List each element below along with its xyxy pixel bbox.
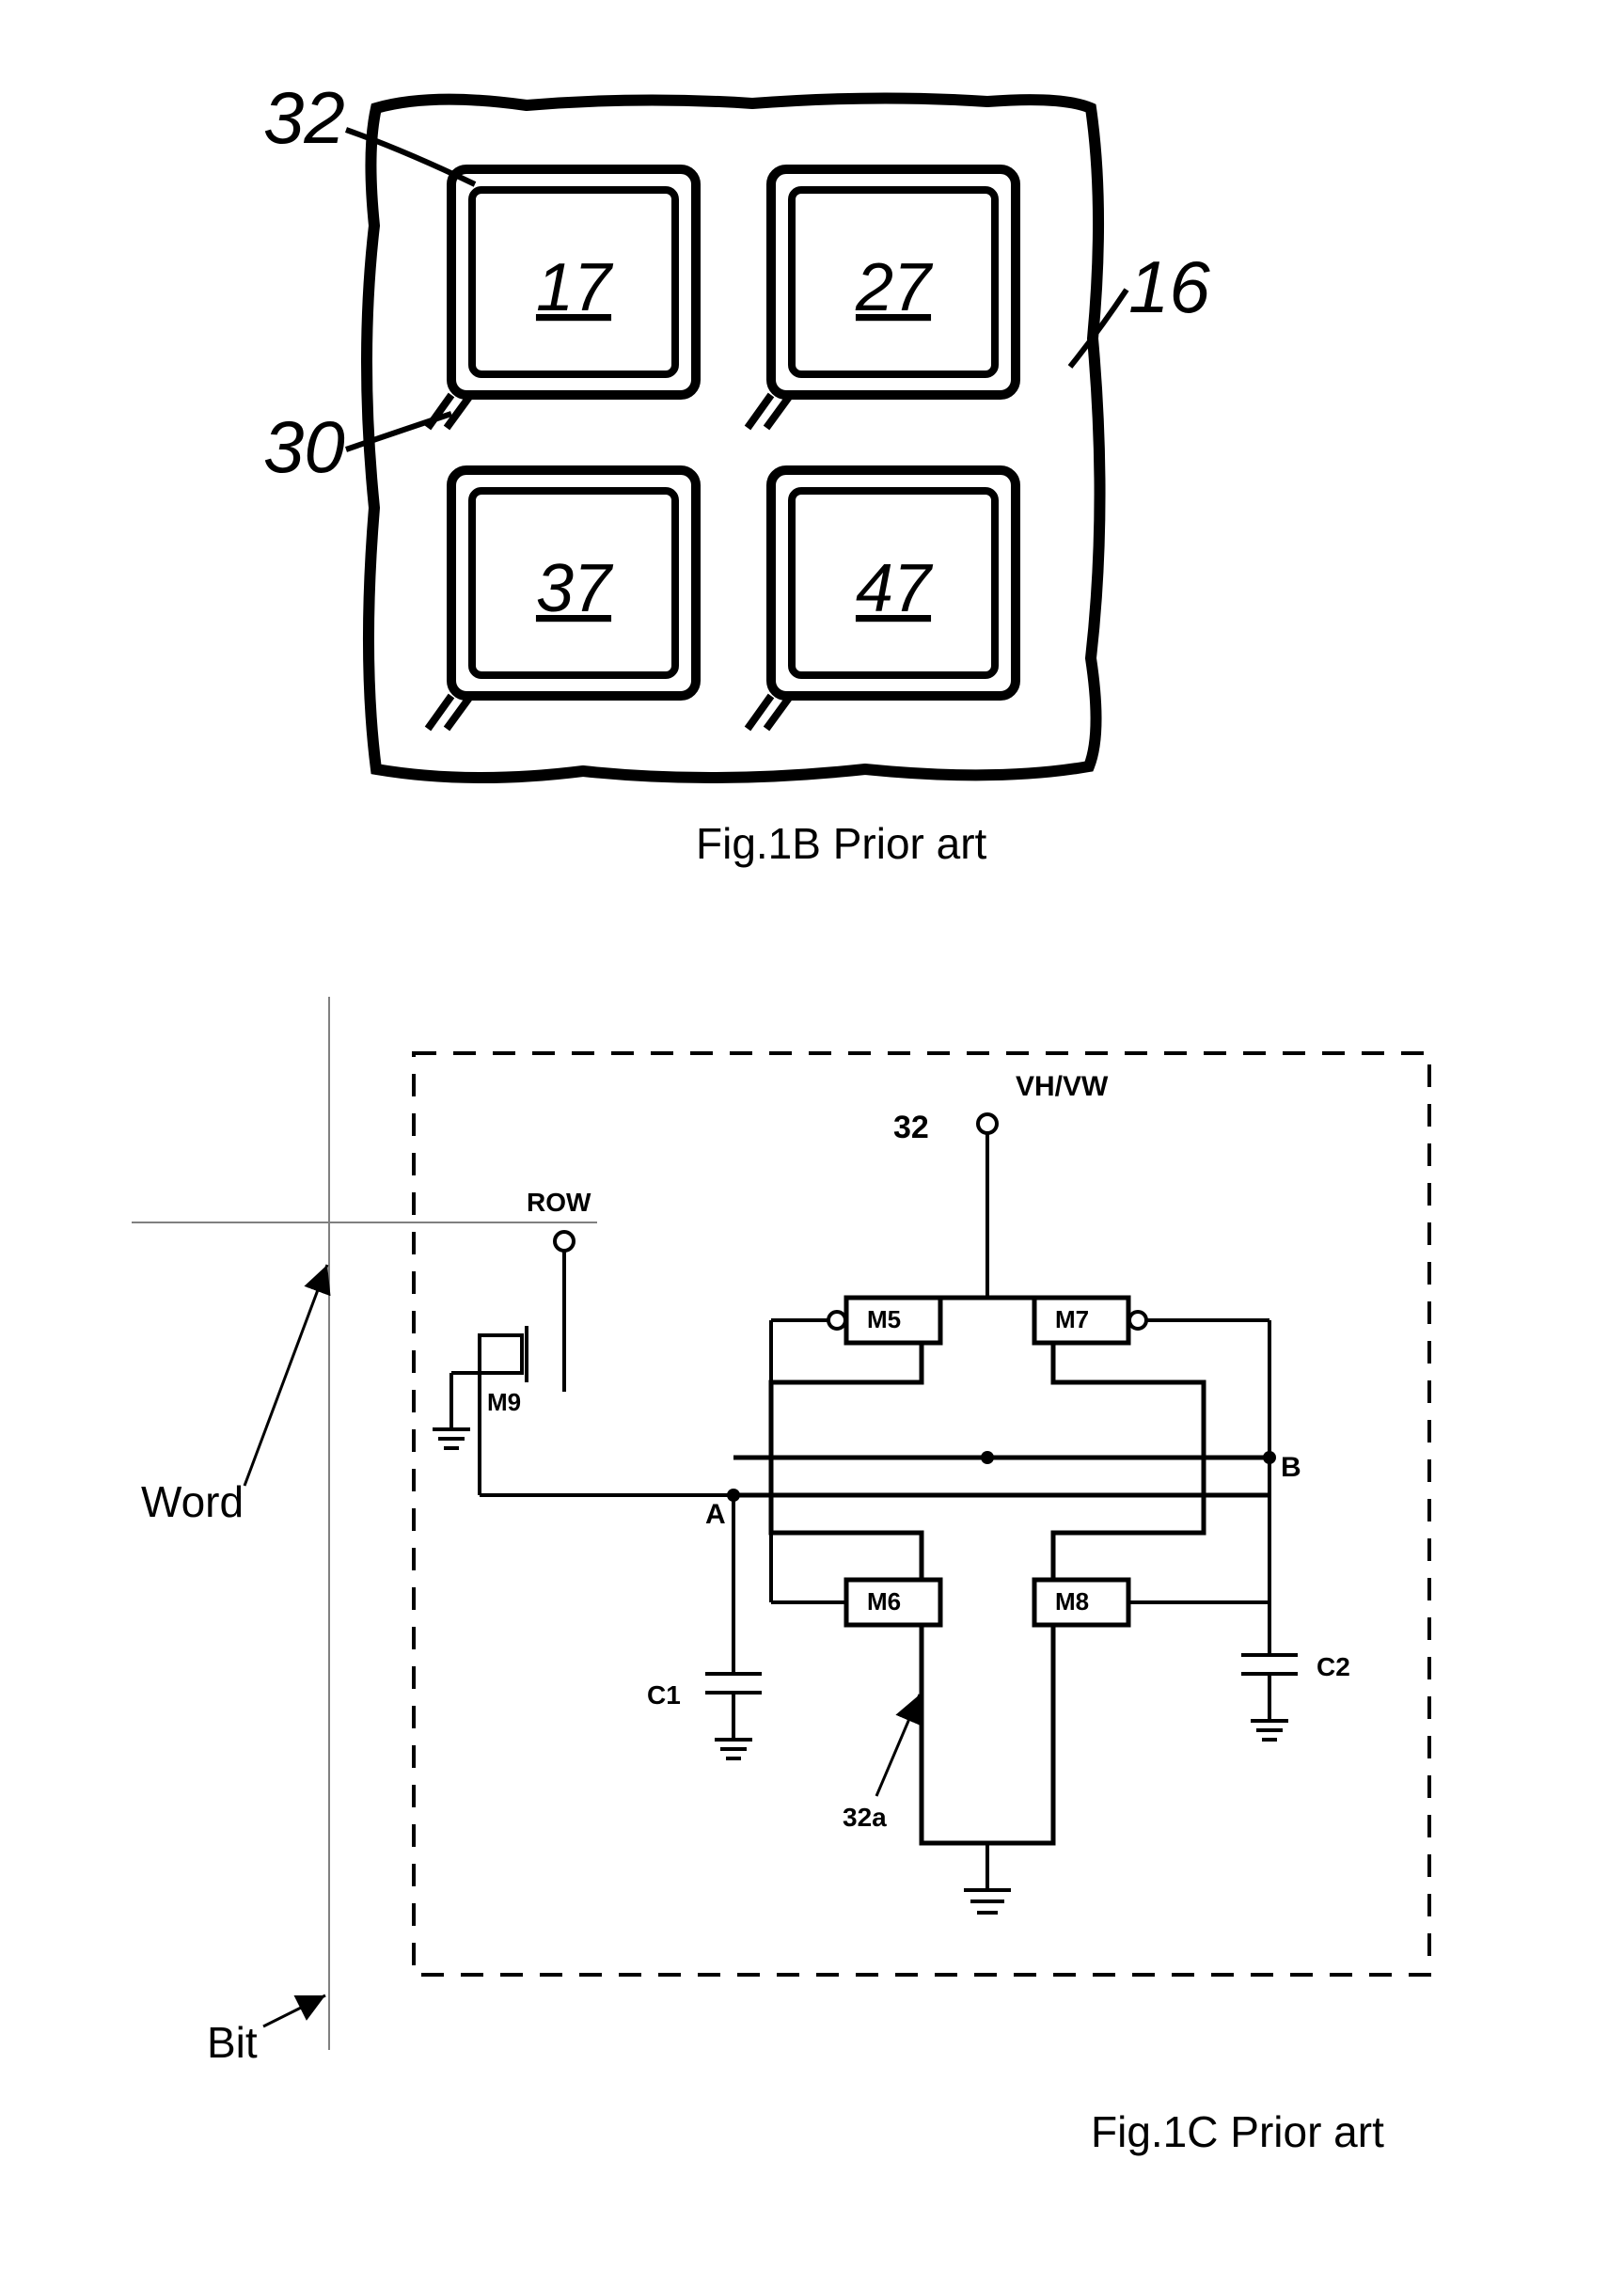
fig1b: 17 27 37 47 32 30 16 Fig.1B Pri [263, 56, 1298, 865]
svg-text:17: 17 [536, 250, 614, 325]
vhvw-terminal [978, 1114, 997, 1133]
ref-30: 30 [263, 404, 345, 490]
label-m7: M7 [1055, 1305, 1089, 1333]
ref-16: 16 [1128, 244, 1210, 330]
cell-37: 37 [428, 470, 696, 729]
fig1b-svg: 17 27 37 47 [263, 56, 1298, 865]
row-terminal [555, 1232, 574, 1251]
capacitor-c2 [1241, 1458, 1298, 1740]
svg-text:47: 47 [856, 551, 934, 626]
label-a: A [705, 1499, 726, 1530]
ref32a-arrow [876, 1695, 920, 1796]
label-m6: M6 [867, 1587, 901, 1616]
label-vhvw: VH/VW [1016, 1071, 1109, 1102]
cross-ground [964, 1843, 1011, 1913]
callout-30 [346, 414, 451, 449]
fig1b-caption: Fig.1B Prior art [696, 818, 986, 869]
cell-27: 27 [748, 169, 1016, 428]
capacitor-c1 [705, 1495, 762, 1758]
label-m8: M8 [1055, 1587, 1089, 1616]
label-c2: C2 [1317, 1652, 1350, 1681]
fig1c: 32 VH/VW ROW M9 M5 M7 M6 M8 A B C1 C2 32… [132, 997, 1505, 2172]
label-m5: M5 [867, 1305, 901, 1333]
label-32a: 32a [843, 1803, 887, 1832]
cross-block [771, 1298, 1204, 1843]
word-arrow [244, 1265, 327, 1486]
fig1c-svg: 32 VH/VW ROW M9 M5 M7 M6 M8 A B C1 C2 32… [132, 997, 1505, 2172]
cell-17: 17 [428, 169, 696, 428]
cell-47: 47 [748, 470, 1016, 729]
label-m9: M9 [487, 1388, 521, 1416]
word-label: Word [141, 1476, 244, 1527]
fig1c-caption: Fig.1C Prior art [1091, 2106, 1384, 2157]
label-row: ROW [527, 1188, 591, 1217]
ref-32: 32 [263, 75, 345, 161]
label-b: B [1281, 1452, 1301, 1483]
bit-arrow [263, 1995, 325, 2026]
bit-label: Bit [207, 2017, 258, 2068]
label-c1: C1 [647, 1680, 681, 1710]
svg-text:27: 27 [855, 250, 934, 325]
svg-text:37: 37 [536, 551, 614, 626]
label-32: 32 [893, 1110, 929, 1145]
